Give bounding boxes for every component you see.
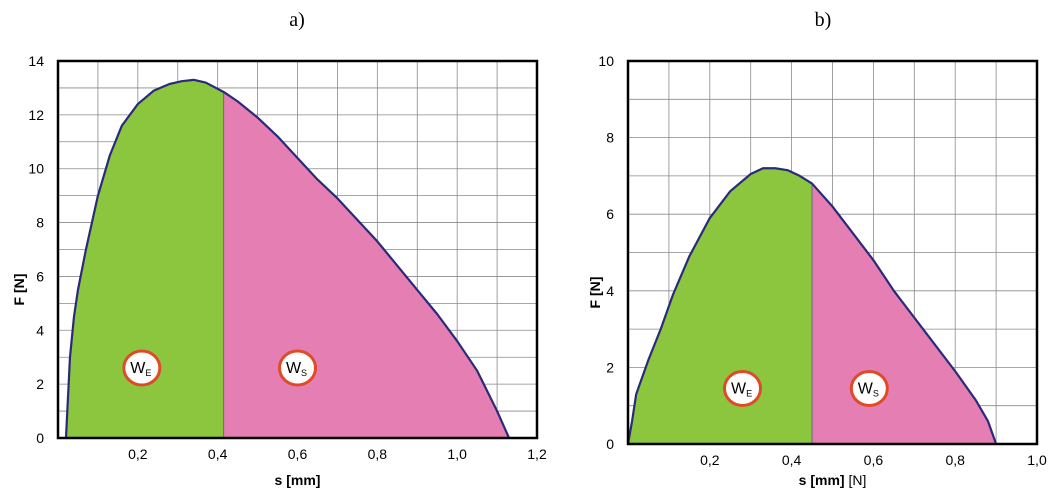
y-tick-label: 10 <box>598 53 614 69</box>
marker-label: WS <box>286 360 307 378</box>
y-tick-label: 14 <box>28 53 44 69</box>
y-tick-label: 2 <box>36 376 44 392</box>
marker-circle <box>849 369 889 407</box>
marker-sub: E <box>746 388 752 398</box>
x-tick-label: 0,8 <box>368 446 388 462</box>
x-tick-label: 0,4 <box>782 452 802 468</box>
y-tick-label: 2 <box>606 359 614 375</box>
marker-sub: S <box>873 388 879 398</box>
x-axis-label-suffix: [N] <box>845 472 867 488</box>
y-tick-label: 4 <box>606 283 614 299</box>
x-tick-label: 0,2 <box>128 446 148 462</box>
panel-label: a) <box>289 9 305 31</box>
y-tick-label: 12 <box>28 107 44 123</box>
y-axis-label: F [N] <box>11 274 27 306</box>
x-axis-label: s [mm] <box>275 472 321 488</box>
work-marker: WE <box>723 369 763 407</box>
plot-frame <box>626 59 1039 446</box>
marker-sub: S <box>301 368 307 378</box>
x-tick-label: 0,2 <box>700 452 720 468</box>
x-tick-label: 1,2 <box>527 446 547 462</box>
y-tick-label: 0 <box>606 436 614 452</box>
elastic-work-area <box>628 168 813 445</box>
x-tick-label: 1,0 <box>1027 452 1047 468</box>
y-tick-label: 4 <box>36 322 44 338</box>
force-curve <box>64 78 511 439</box>
marker-circle <box>278 349 317 387</box>
work-marker: WE <box>122 349 162 387</box>
x-tick-label: 0,6 <box>864 452 884 468</box>
marker-label: WS <box>858 380 879 398</box>
marker-main: W <box>731 380 747 397</box>
y-tick-label: 6 <box>36 268 44 284</box>
y-axis-label: F [N] <box>587 277 603 309</box>
work-marker: WS <box>278 349 317 387</box>
marker-circle <box>723 369 763 407</box>
y-tick-label: 10 <box>28 161 44 177</box>
panel-label: b) <box>815 9 832 31</box>
marker-main: W <box>286 360 302 377</box>
plot-frame <box>56 59 539 440</box>
x-axis-label-main: s [mm] <box>799 472 845 488</box>
y-tick-label: 6 <box>606 206 614 222</box>
x-tick-label: 0,8 <box>945 452 965 468</box>
elastic-work-area <box>65 79 224 438</box>
chart-b: b) 0 2 4 6 8 10 0,2 0,4 0,6 0,8 1,0 F [N] s [mm] [N] W… <box>587 9 1047 488</box>
marker-circle <box>122 349 162 387</box>
y-tick-label: 8 <box>606 130 614 146</box>
x-tick-label: 1,0 <box>447 446 467 462</box>
marker-sub: E <box>145 368 151 378</box>
x-tick-label: 0,6 <box>288 446 308 462</box>
x-tick-label: 0,4 <box>208 446 228 462</box>
x-axis-label: s [mm] [N] <box>799 472 867 488</box>
force-curve <box>626 167 998 445</box>
marker-label: WE <box>130 360 151 378</box>
y-tick-label: 8 <box>36 215 44 231</box>
marker-main: W <box>858 380 874 397</box>
work-marker: WS <box>849 369 889 407</box>
marker-label: WE <box>731 380 752 398</box>
x-axis-label-main: s [mm] <box>275 472 321 488</box>
marker-main: W <box>130 360 146 377</box>
chart-a: a) 0 2 4 6 8 10 12 14 0,2 0,4 0,6 0,8 1,0 1,2 F [N] s [m… <box>11 9 547 488</box>
y-tick-label: 0 <box>36 430 44 446</box>
